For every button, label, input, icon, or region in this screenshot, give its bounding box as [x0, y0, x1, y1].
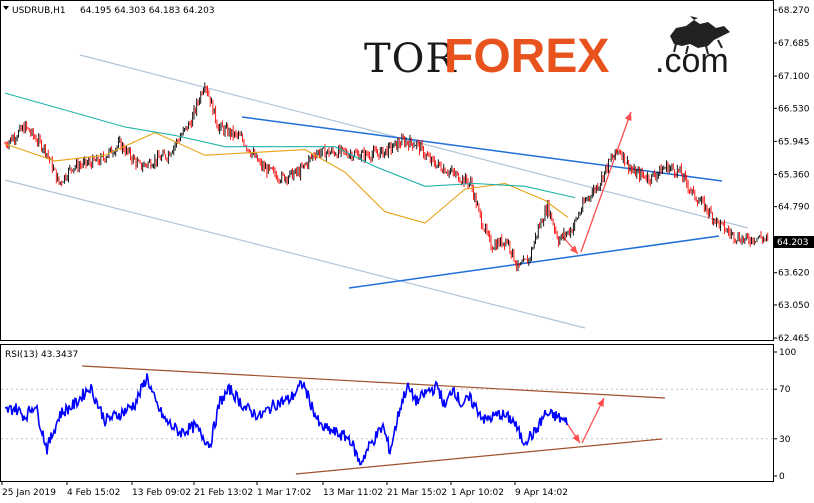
- time-axis-label: 21 Feb 13:02: [194, 488, 253, 498]
- rsi-lower-trendline: [295, 438, 663, 475]
- rsi-upper-trendline: [81, 365, 666, 399]
- time-axis-label: 13 Mar 11:02: [323, 488, 383, 498]
- forecast-arrow-down-head: [569, 245, 578, 254]
- chart-header-ohlc: 64.195 64.303 64.183 64.203: [80, 6, 215, 16]
- price-series-layer: [4, 82, 769, 272]
- rsi-axis-label: 0: [779, 472, 785, 482]
- time-axis-label: 9 Apr 14:02: [515, 488, 568, 498]
- price-axis-label: 65.360: [778, 170, 810, 180]
- price-axis-label: 66.530: [778, 104, 810, 114]
- time-axis-label: 1 Mar 17:02: [257, 488, 311, 498]
- rsi-axis-label: 70: [779, 385, 791, 395]
- price-axis-label: 64.790: [778, 203, 810, 213]
- bull-icon: [670, 16, 730, 55]
- forecast-arrow-up: [580, 111, 632, 253]
- time-axis-label: 4 Feb 15:02: [67, 488, 120, 498]
- time-axis-label: 21 Mar 15:02: [387, 488, 447, 498]
- rsi-axis-label: 30: [779, 435, 791, 445]
- price-axis-label: 67.685: [778, 39, 810, 49]
- rsi-plot-frame: [0, 344, 774, 482]
- time-axis-label: 25 Jan 2019: [2, 488, 56, 498]
- support-trendline: [348, 235, 720, 289]
- moving-average-slow-line: [4, 92, 576, 199]
- moving-average-layer: [4, 92, 576, 224]
- rsi-line: [5, 373, 568, 466]
- logo-tor: TOR: [364, 36, 457, 82]
- price-axis-label: 63.620: [778, 269, 810, 279]
- chart-header-symbol: USDRUB,H1: [12, 6, 66, 16]
- logo-forex: FOREX: [444, 30, 609, 83]
- price-axis-label: 67.100: [778, 72, 810, 82]
- time-axis-label: 13 Feb 09:02: [132, 488, 191, 498]
- price-axis-label: 63.050: [778, 301, 810, 311]
- price-axis-label: 68.270: [778, 6, 810, 16]
- overlay-layer: [4, 54, 749, 475]
- channel-upper-line: [79, 54, 749, 229]
- time-axis-label: 1 Apr 10:02: [451, 488, 504, 498]
- logo-com: .com: [655, 42, 729, 80]
- rsi-arrow-up: [581, 397, 605, 444]
- rsi-layer: [5, 373, 568, 466]
- price-axis-label: 62.465: [778, 334, 810, 344]
- rsi-arrow-up-head: [597, 398, 604, 407]
- dropdown-triangle-icon[interactable]: [3, 6, 9, 10]
- rsi-axis-label: 100: [779, 348, 796, 358]
- rsi-header: RSI(13) 43.3437: [5, 350, 78, 360]
- torforex-logo: TOR FOREX .com: [364, 16, 730, 83]
- price-axis-label: 65.945: [778, 137, 810, 147]
- price-tag-text: 64.203: [777, 238, 809, 248]
- current-price-tag: 64.203: [774, 236, 814, 248]
- rsi-arrow-down-head: [572, 434, 580, 443]
- forecast-arrow-up-head: [624, 112, 632, 121]
- channel-lower-line: [4, 179, 586, 329]
